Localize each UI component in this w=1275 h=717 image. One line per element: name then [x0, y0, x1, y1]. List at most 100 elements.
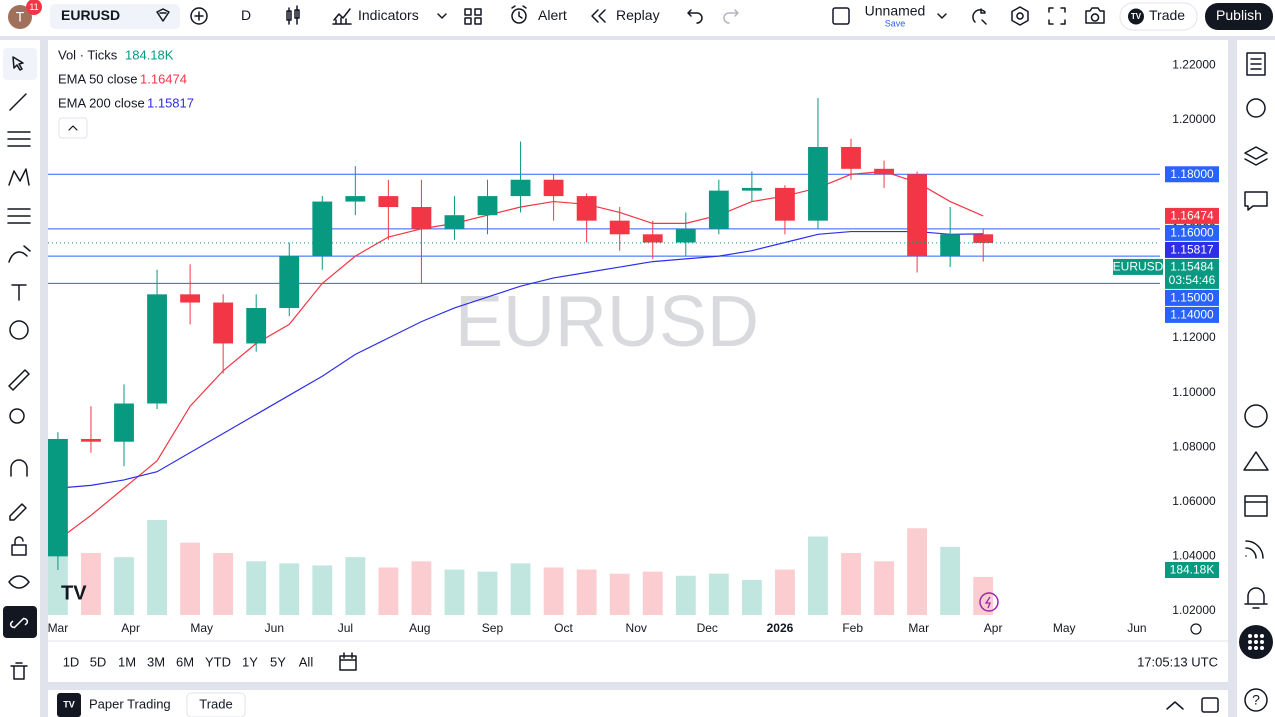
chart-type-button[interactable] — [286, 5, 300, 25]
undo-button[interactable] — [687, 9, 703, 24]
trade-label: Trade — [1149, 7, 1185, 23]
x-tick-label: May — [1053, 621, 1076, 635]
delete-tool[interactable] — [10, 662, 28, 680]
zoom-tool[interactable] — [9, 408, 25, 424]
indicators-button[interactable]: Indicators — [332, 7, 447, 25]
replay-button[interactable]: Replay — [591, 7, 660, 23]
lock-tool[interactable] — [11, 536, 27, 556]
layout-toggle[interactable] — [832, 7, 850, 25]
collapse-legend[interactable] — [58, 117, 88, 139]
clock[interactable]: 17:05:13 UTC — [1137, 654, 1218, 669]
avatar[interactable]: T 11 — [8, 0, 42, 29]
volume-bar — [213, 553, 234, 615]
cursor-tool[interactable] — [12, 56, 24, 71]
symbol-tag — [1113, 258, 1163, 275]
volume-bar — [345, 557, 366, 615]
volume-bar — [444, 569, 465, 615]
range[interactable]: YTD — [205, 654, 231, 669]
chart-panel — [48, 40, 1228, 682]
candle-body — [48, 438, 68, 557]
compare-button[interactable] — [190, 7, 208, 25]
layouts-button[interactable] — [464, 8, 482, 25]
candle-body — [675, 228, 696, 243]
ema200-value: 1.15817 — [147, 95, 194, 110]
trendline-tool[interactable] — [9, 93, 27, 111]
ema50-value: 1.16474 — [140, 71, 187, 86]
trade-button[interactable]: TV Trade — [1119, 2, 1198, 31]
trade-tab[interactable]: Trade — [199, 696, 232, 711]
range[interactable]: 1D — [63, 654, 80, 669]
axis-settings[interactable] — [1190, 623, 1202, 635]
magnet-tool[interactable] — [10, 459, 28, 477]
forecast-tool[interactable] — [7, 208, 31, 224]
range[interactable]: 3M — [147, 654, 165, 669]
hide-tool[interactable] — [8, 575, 30, 589]
left-tools — [3, 48, 37, 680]
x-tick-label: Mar — [908, 621, 929, 635]
range[interactable]: All — [299, 654, 314, 669]
layout-name[interactable]: Unnamed Save — [865, 3, 947, 29]
object-tree[interactable] — [1244, 146, 1268, 166]
candle-body — [609, 220, 630, 235]
snapshot-button[interactable] — [1085, 7, 1105, 24]
collapse-panel[interactable] — [1166, 701, 1184, 710]
candle-body — [147, 294, 167, 404]
volume-bar — [841, 553, 861, 615]
range[interactable]: 6M — [176, 654, 194, 669]
candle-body — [114, 403, 134, 442]
pine[interactable] — [1243, 451, 1269, 471]
fullscreen-button[interactable] — [1048, 7, 1066, 25]
redo-button[interactable] — [723, 9, 739, 24]
candle-body — [642, 234, 663, 243]
ruler-tool[interactable] — [8, 369, 30, 391]
sync-tool[interactable] — [9, 617, 29, 629]
fib-tool[interactable] — [7, 131, 31, 147]
ema200-name: EMA 200 close — [58, 95, 145, 110]
replay-label: Replay — [616, 7, 660, 23]
volume-bar — [114, 557, 134, 615]
screener[interactable] — [1244, 404, 1268, 428]
help[interactable] — [1244, 688, 1268, 712]
publish-button[interactable]: Publish — [1205, 3, 1273, 30]
text-tool[interactable] — [11, 284, 27, 301]
maximize-panel[interactable] — [1201, 697, 1219, 713]
volume-bar — [741, 579, 762, 615]
pattern-tool[interactable] — [8, 168, 30, 186]
volume-tag — [1165, 562, 1219, 578]
brush-tool[interactable] — [8, 245, 31, 263]
y-tick-label: 1.20000 — [1172, 112, 1216, 126]
settings-button[interactable] — [1011, 6, 1029, 26]
ema-line — [57, 230, 984, 489]
range[interactable]: 5D — [90, 654, 107, 669]
volume-name: Vol · Ticks — [58, 47, 118, 62]
drawing-mode[interactable] — [9, 503, 27, 521]
watchlist[interactable] — [1246, 52, 1266, 76]
emoji-tool[interactable] — [9, 320, 29, 340]
x-tick-label: May — [190, 621, 213, 635]
event-marker[interactable] — [979, 592, 999, 612]
price-tag-label: 1.15000 — [1170, 291, 1214, 305]
interval[interactable]: D — [241, 7, 251, 23]
paper-trading[interactable]: Paper Trading — [89, 696, 171, 711]
price-tag — [1165, 224, 1219, 241]
chat[interactable] — [1244, 191, 1268, 211]
candle-body — [510, 179, 531, 197]
alert-button[interactable]: Alert — [511, 5, 567, 24]
volume-bar — [81, 553, 101, 615]
bottom-panel-tabs: TV Paper Trading Trade — [57, 692, 1219, 717]
candle-body — [907, 174, 928, 257]
x-tick-label: Jun — [265, 621, 284, 635]
calendar[interactable] — [1244, 495, 1268, 517]
candle-body — [411, 207, 432, 229]
notifications[interactable] — [1244, 587, 1268, 609]
quick-search[interactable] — [972, 8, 987, 25]
streams[interactable] — [1245, 540, 1264, 559]
range[interactable]: 1Y — [242, 654, 258, 669]
range[interactable]: 5Y — [270, 654, 286, 669]
symbol-search[interactable]: EURUSD — [50, 4, 180, 29]
range[interactable]: 1M — [118, 654, 136, 669]
date-range-button[interactable] — [339, 652, 357, 671]
y-tick-label: 1.10000 — [1172, 385, 1216, 399]
x-tick-label: Feb — [842, 621, 863, 635]
alerts[interactable] — [1246, 98, 1266, 118]
